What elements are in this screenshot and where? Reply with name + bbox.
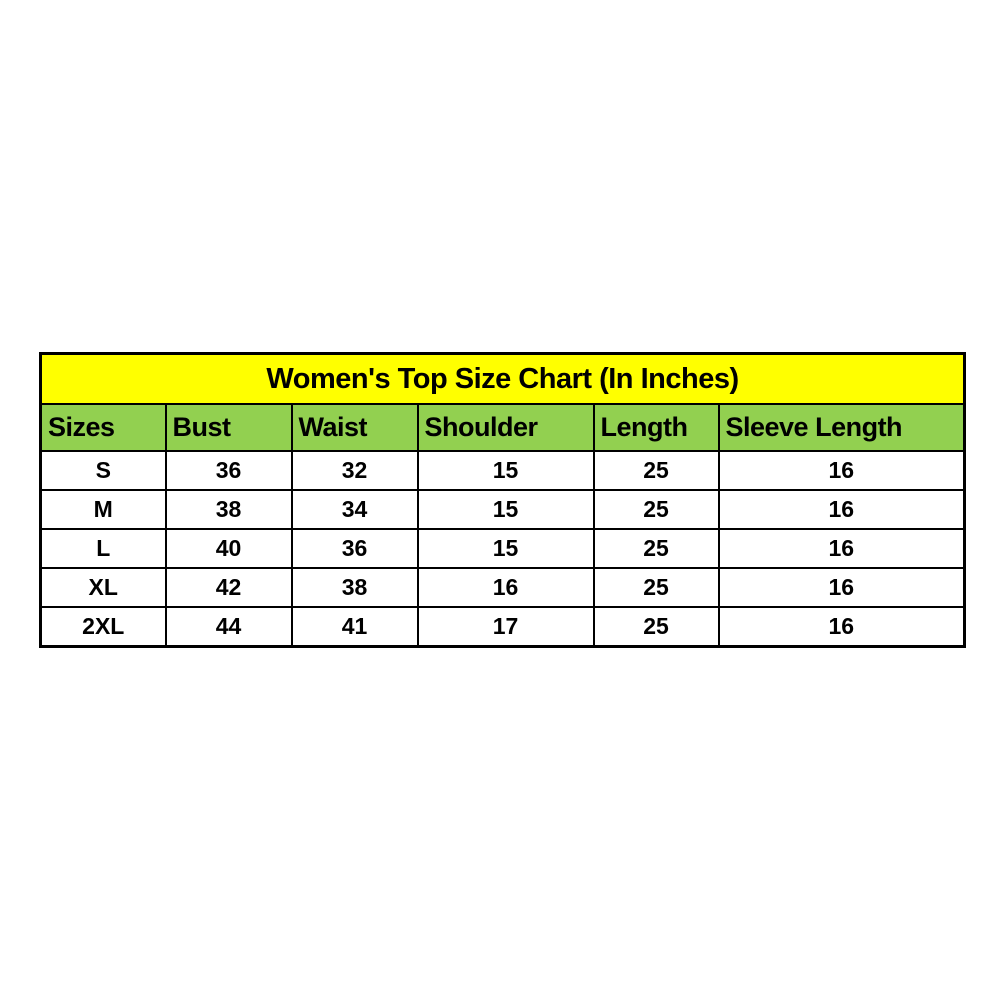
sleeve-length-value-cell: 16 [717, 450, 966, 491]
size-label-cell: L [39, 528, 167, 569]
size-chart-table: Women's Top Size Chart (In Inches) Sizes… [39, 352, 967, 648]
size-label-cell: 2XL [39, 606, 167, 648]
sleeve-length-value-cell: 16 [717, 528, 966, 569]
length-value-cell: 25 [592, 528, 720, 569]
waist-value-cell: 38 [290, 567, 419, 608]
column-header-bust: Bust [164, 403, 293, 452]
column-header-sizes: Sizes [39, 403, 167, 452]
sleeve-length-value-cell: 16 [717, 489, 966, 530]
size-label-cell: M [39, 489, 167, 530]
size-label-cell: XL [39, 567, 167, 608]
waist-value-cell: 36 [290, 528, 419, 569]
shoulder-value-cell: 17 [416, 606, 595, 648]
size-chart-container: Women's Top Size Chart (In Inches) Sizes… [39, 352, 967, 648]
shoulder-value-cell: 15 [416, 450, 595, 491]
column-header-length: Length [592, 403, 720, 452]
bust-value-cell: 38 [164, 489, 293, 530]
bust-value-cell: 44 [164, 606, 293, 648]
column-header-sleeve-length: Sleeve Length [717, 403, 966, 452]
length-value-cell: 25 [592, 606, 720, 648]
bust-value-cell: 36 [164, 450, 293, 491]
shoulder-value-cell: 15 [416, 528, 595, 569]
waist-value-cell: 34 [290, 489, 419, 530]
table-row-2xl: 2XL 44 41 17 25 16 [39, 606, 966, 648]
sleeve-length-value-cell: 16 [717, 567, 966, 608]
waist-value-cell: 32 [290, 450, 419, 491]
waist-value-cell: 41 [290, 606, 419, 648]
table-row-m: M 38 34 15 25 16 [39, 489, 966, 530]
header-row: Sizes Bust Waist Shoulder Length Sleeve … [39, 403, 966, 452]
bust-value-cell: 40 [164, 528, 293, 569]
shoulder-value-cell: 16 [416, 567, 595, 608]
size-label-cell: S [39, 450, 167, 491]
sleeve-length-value-cell: 16 [717, 606, 966, 648]
bust-value-cell: 42 [164, 567, 293, 608]
length-value-cell: 25 [592, 450, 720, 491]
table-row-l: L 40 36 15 25 16 [39, 528, 966, 569]
column-header-waist: Waist [290, 403, 419, 452]
column-header-shoulder: Shoulder [416, 403, 595, 452]
table-row-s: S 36 32 15 25 16 [39, 450, 966, 491]
table-row-xl: XL 42 38 16 25 16 [39, 567, 966, 608]
length-value-cell: 25 [592, 567, 720, 608]
chart-title: Women's Top Size Chart (In Inches) [39, 352, 966, 405]
title-row: Women's Top Size Chart (In Inches) [39, 352, 966, 405]
length-value-cell: 25 [592, 489, 720, 530]
shoulder-value-cell: 15 [416, 489, 595, 530]
